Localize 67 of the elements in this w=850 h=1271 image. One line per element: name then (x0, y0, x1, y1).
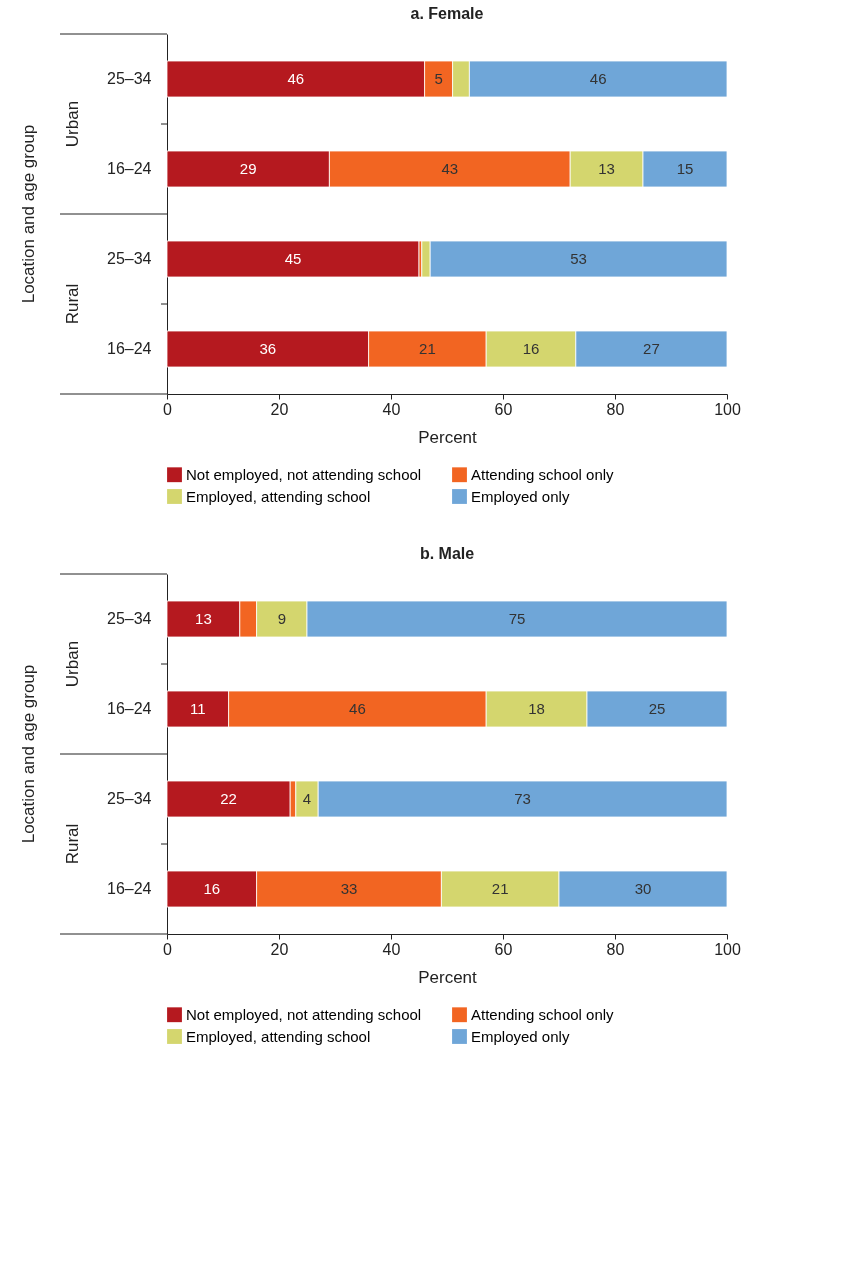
data-label: 9 (277, 610, 286, 627)
x-tick-label: 40 (382, 400, 401, 418)
data-label: 13 (195, 610, 212, 627)
y-tick-label: 16–24 (107, 160, 152, 177)
data-label: 5 (434, 70, 443, 87)
data-label: 29 (239, 160, 257, 177)
x-tick-label: 100 (714, 400, 741, 418)
x-tick-label: 20 (270, 940, 289, 958)
y-tick-label: 16–24 (107, 700, 152, 717)
data-label: 46 (287, 70, 305, 87)
data-label: 75 (508, 610, 526, 627)
data-label: 45 (284, 250, 302, 267)
y-tick-label: 25–34 (107, 70, 152, 87)
legend-label: Attending school only (471, 1005, 615, 1023)
data-label: 43 (441, 160, 459, 177)
chart-title: b. Male (419, 544, 475, 562)
legend-label: Employed, attending school (186, 1027, 371, 1045)
data-label: 36 (259, 340, 277, 357)
y-tick-label: 16–24 (107, 880, 152, 897)
legend-label: Employed, attending school (186, 487, 371, 505)
y-tick-label: 25–34 (107, 790, 152, 807)
legend-label: Employed only (471, 487, 570, 505)
data-label: 11 (190, 700, 206, 717)
y-tick-label: 25–34 (107, 250, 152, 267)
x-tick-label: 60 (494, 400, 513, 418)
data-label: 30 (634, 880, 652, 897)
data-label: 21 (491, 880, 509, 897)
legend-label: Not employed, not attending school (186, 465, 422, 483)
x-axis-title: Percent (418, 427, 478, 447)
data-label: 13 (598, 160, 615, 177)
legend-label: Employed only (471, 1027, 570, 1045)
legend-label: Attending school only (471, 465, 615, 483)
data-label: 15 (676, 160, 694, 177)
data-label: 21 (419, 340, 436, 357)
x-tick-label: 100 (714, 940, 741, 958)
y-tick-label: 25–34 (107, 610, 152, 627)
data-label: 46 (589, 70, 607, 87)
data-label: 16 (203, 880, 221, 897)
text: Rural (63, 283, 82, 325)
data-label: 53 (570, 250, 587, 267)
data-label: 27 (643, 340, 660, 357)
y-axis-title: Location and age group (19, 124, 38, 304)
data-label: 4 (302, 790, 312, 807)
data-label: 73 (514, 790, 531, 807)
y-tick-label: 16–24 (107, 340, 152, 357)
x-tick-label: 20 (270, 400, 289, 418)
data-label: 22 (220, 790, 237, 807)
data-label: 16 (522, 340, 540, 357)
x-tick-label: 0 (163, 940, 173, 958)
y-axis-title: Location and age group (19, 664, 38, 844)
chart-title: a. Female (410, 4, 484, 22)
data-label: 33 (340, 880, 358, 897)
data-label: 25 (648, 700, 666, 717)
x-tick-label: 40 (382, 940, 401, 958)
data-label: 18 (528, 700, 545, 717)
x-tick-label: 80 (606, 400, 625, 418)
text: Rural (63, 823, 82, 865)
legend-label: Not employed, not attending school (186, 1005, 422, 1023)
text: Urban (63, 640, 82, 688)
text: Urban (63, 100, 82, 148)
bar (166, 780, 291, 818)
x-axis-title: Percent (418, 967, 478, 987)
x-tick-label: 60 (494, 940, 513, 958)
bar (166, 240, 420, 278)
x-tick-label: 80 (606, 940, 625, 958)
x-tick-label: 0 (163, 400, 173, 418)
data-label: 46 (349, 700, 366, 717)
